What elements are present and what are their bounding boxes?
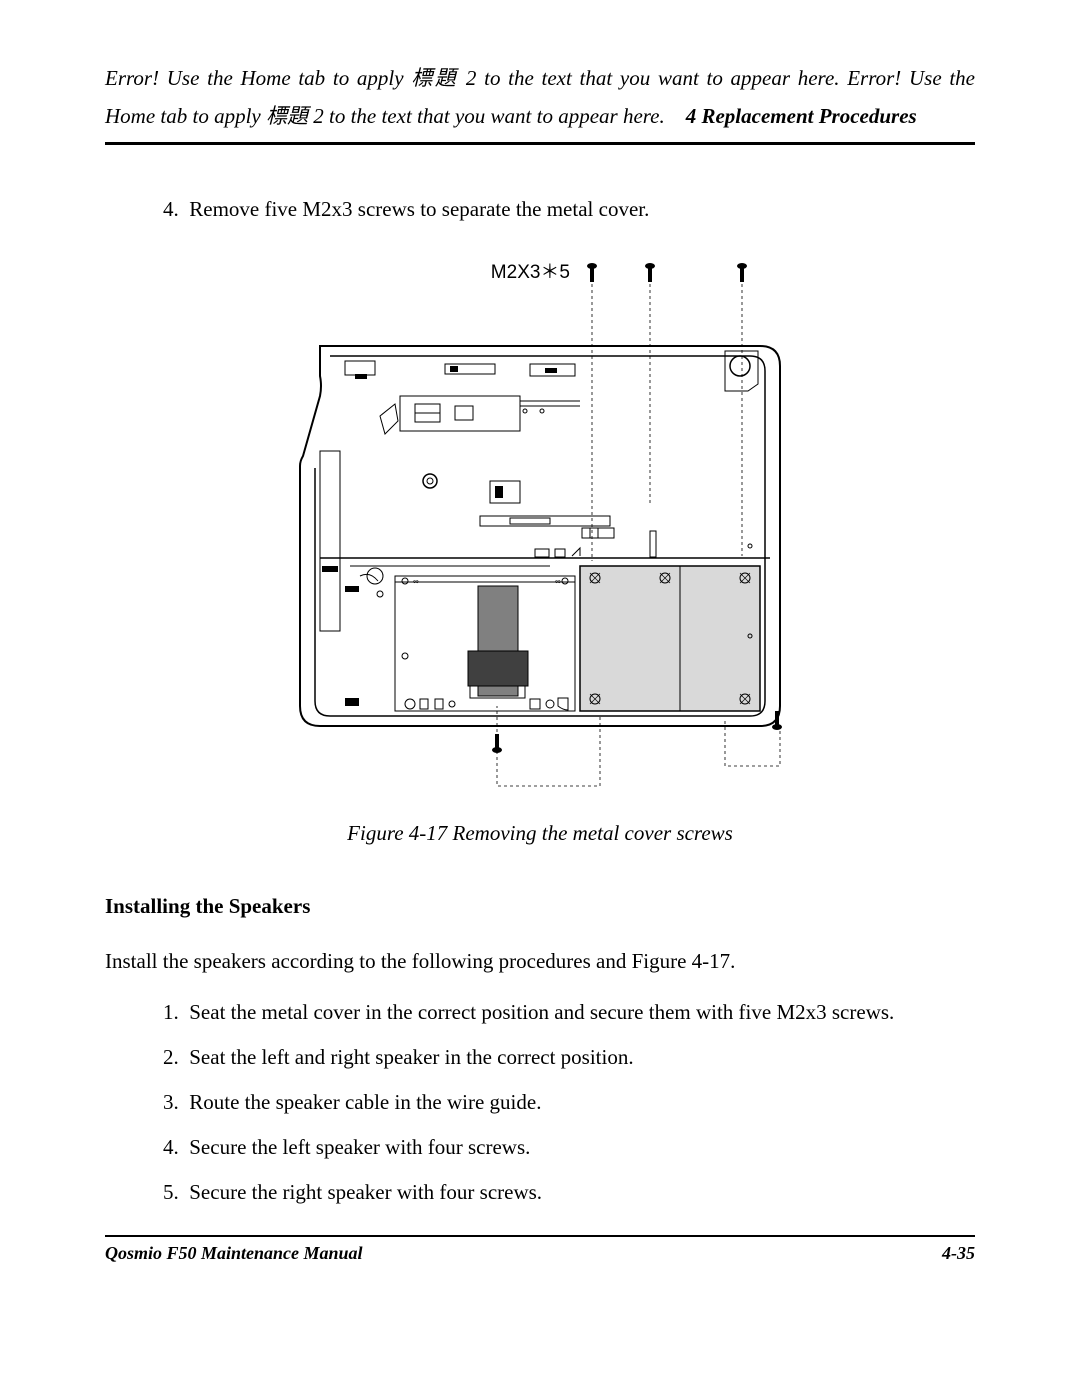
header-cjk-2: 標題	[266, 104, 308, 128]
footer-right: 4-35	[942, 1243, 975, 1264]
footer-left: Qosmio F50 Maintenance Manual	[105, 1243, 363, 1264]
pre-figure-steps: 4. Remove five M2x3 screws to separate t…	[105, 193, 975, 227]
running-header: Error! Use the Home tab to apply 標題 2 to…	[105, 60, 975, 136]
bottom-screw-1-icon	[492, 734, 502, 753]
component	[450, 366, 458, 372]
step-number: 2.	[163, 1045, 179, 1069]
install-step-5: 5. Secure the right speaker with four sc…	[141, 1180, 975, 1205]
figure-caption: Figure 4-17 Removing the metal cover scr…	[105, 821, 975, 846]
step-text: Secure the left speaker with four screws…	[189, 1135, 530, 1159]
header-rule	[105, 142, 975, 145]
svg-text:∞: ∞	[413, 577, 419, 586]
header-error-3: 2 to the text that you want to appear he…	[308, 104, 665, 128]
step-number: 3.	[163, 1090, 179, 1114]
component	[345, 586, 359, 592]
header-section-title: 4 Replacement Procedures	[686, 104, 917, 128]
component	[545, 368, 557, 373]
step-number: 4.	[163, 197, 179, 221]
step-4: 4. Remove five M2x3 screws to separate t…	[141, 193, 975, 227]
install-step-1: 1. Seat the metal cover in the correct p…	[141, 1000, 975, 1025]
top-screw-1-icon	[587, 263, 597, 282]
technical-diagram: M2X3＊5	[270, 256, 810, 796]
figure-container: M2X3＊5	[105, 256, 975, 846]
install-step-3: 3. Route the speaker cable in the wire g…	[141, 1090, 975, 1115]
top-screw-2-icon	[645, 263, 655, 282]
connector	[468, 651, 528, 686]
section-heading: Installing the Speakers	[105, 894, 975, 919]
svg-text:∞: ∞	[555, 577, 561, 586]
step-number: 5.	[163, 1180, 179, 1204]
section-intro: Install the speakers according to the fo…	[105, 949, 975, 974]
step-text: Seat the metal cover in the correct posi…	[189, 1000, 894, 1024]
header-error-1: Error! Use the Home tab to apply	[105, 66, 411, 90]
component	[345, 698, 359, 706]
page: Error! Use the Home tab to apply 標題 2 to…	[0, 0, 1080, 1314]
install-step-2: 2. Seat the left and right speaker in th…	[141, 1045, 975, 1070]
step-number: 1.	[163, 1000, 179, 1024]
step-text: Secure the right speaker with four screw…	[189, 1180, 542, 1204]
component	[322, 566, 338, 572]
leader-line	[725, 721, 780, 766]
component	[355, 374, 367, 379]
footer-rule	[105, 1235, 975, 1237]
footer: Qosmio F50 Maintenance Manual 4-35	[105, 1243, 975, 1264]
step-text: Route the speaker cable in the wire guid…	[189, 1090, 541, 1114]
component	[495, 486, 503, 498]
header-cjk-1: 標題	[411, 66, 458, 90]
metal-cover	[580, 566, 760, 711]
install-step-4: 4. Secure the left speaker with four scr…	[141, 1135, 975, 1160]
step-text: Remove five M2x3 screws to separate the …	[189, 197, 649, 221]
install-steps: 1. Seat the metal cover in the correct p…	[105, 1000, 975, 1205]
top-screw-3-icon	[737, 263, 747, 282]
screw-label-text: M2X3＊5	[491, 262, 570, 283]
step-text: Seat the left and right speaker in the c…	[189, 1045, 633, 1069]
step-number: 4.	[163, 1135, 179, 1159]
